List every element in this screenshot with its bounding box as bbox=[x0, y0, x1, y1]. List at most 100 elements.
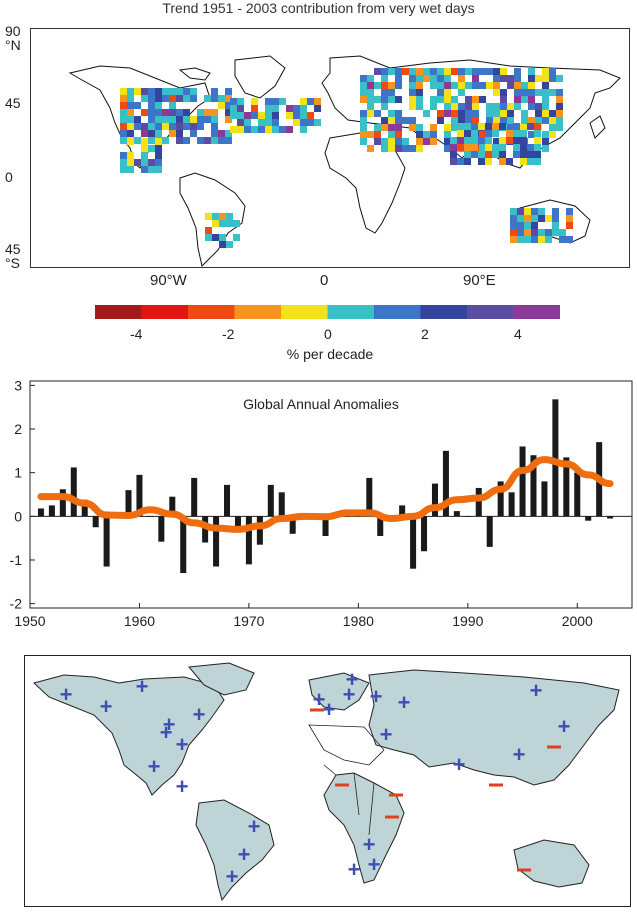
trend-cell bbox=[517, 222, 524, 229]
trend-cell bbox=[465, 110, 472, 117]
trend-cell bbox=[226, 220, 233, 227]
trend-cell bbox=[493, 103, 500, 110]
trend-cell bbox=[444, 131, 451, 138]
anomaly-bar bbox=[191, 477, 198, 517]
trend-cell bbox=[534, 123, 541, 130]
colorbar-tick-4: 4 bbox=[514, 326, 522, 342]
trend-cell bbox=[444, 138, 451, 145]
trend-cell bbox=[388, 82, 395, 89]
trend-cell bbox=[534, 144, 541, 151]
trend-cell bbox=[451, 68, 458, 75]
trend-cell bbox=[531, 208, 538, 215]
trend-cell bbox=[486, 110, 493, 117]
anomaly-bar bbox=[366, 477, 373, 517]
trend-cell bbox=[528, 75, 535, 82]
trend-cell bbox=[517, 229, 524, 236]
trend-cell bbox=[395, 110, 402, 117]
trend-cell bbox=[183, 109, 190, 116]
trend-cell bbox=[444, 96, 451, 103]
trend-cell bbox=[155, 88, 162, 95]
trend-cell bbox=[360, 82, 367, 89]
trend-cell bbox=[549, 124, 556, 131]
colorbar-swatch bbox=[374, 305, 421, 319]
trend-cell bbox=[367, 145, 374, 152]
trend-cell bbox=[120, 159, 127, 166]
trend-cell bbox=[212, 234, 219, 241]
anomaly-bar bbox=[574, 472, 581, 517]
trend-cell bbox=[127, 166, 134, 173]
trend-cell bbox=[237, 119, 244, 126]
trend-cell bbox=[527, 123, 534, 130]
trend-cell bbox=[183, 123, 190, 130]
trend-cell bbox=[465, 117, 472, 124]
colorbar-swatch bbox=[188, 305, 235, 319]
trend-cell bbox=[542, 96, 549, 103]
trend-cell bbox=[272, 126, 279, 133]
lon-label-90e: 90°E bbox=[463, 272, 496, 289]
trend-cell bbox=[127, 130, 134, 137]
trend-cell bbox=[457, 137, 464, 144]
trend-cell bbox=[535, 103, 542, 110]
trend-cell bbox=[183, 137, 190, 144]
trend-cell bbox=[542, 82, 549, 89]
trend-cell bbox=[514, 75, 521, 82]
trend-cell bbox=[307, 112, 314, 119]
trend-cell bbox=[162, 109, 169, 116]
anomaly-bar bbox=[377, 516, 384, 536]
trend-cell bbox=[360, 117, 367, 124]
trend-cell bbox=[493, 68, 500, 75]
trend-cell bbox=[226, 241, 233, 248]
trend-cell bbox=[127, 102, 134, 109]
trend-cell bbox=[472, 68, 479, 75]
trend-cell bbox=[388, 131, 395, 138]
trend-cell bbox=[395, 145, 402, 152]
trend-cell bbox=[148, 95, 155, 102]
trend-cell bbox=[279, 98, 286, 105]
trend-cell bbox=[479, 82, 486, 89]
trend-cell bbox=[510, 208, 517, 215]
trend-cell bbox=[251, 126, 258, 133]
trend-cell bbox=[437, 96, 444, 103]
anomaly-bar bbox=[344, 516, 351, 517]
trend-cell bbox=[464, 158, 471, 165]
trend-cell bbox=[190, 88, 197, 95]
trend-cell bbox=[395, 138, 402, 145]
trend-cell bbox=[534, 130, 541, 137]
anomaly-bar bbox=[70, 467, 77, 517]
trend-cell bbox=[524, 208, 531, 215]
trend-cell bbox=[237, 126, 244, 133]
minus-marker bbox=[389, 793, 403, 797]
trend-cell bbox=[478, 137, 485, 144]
trend-cell bbox=[444, 75, 451, 82]
trend-cell bbox=[155, 116, 162, 123]
global-anomalies-chart: Global Annual Anomalies -2 -1 0 1 2 3 1950 196… bbox=[10, 377, 633, 629]
trend-cell bbox=[205, 227, 212, 234]
minus-marker bbox=[489, 783, 503, 787]
trend-cell bbox=[514, 68, 521, 75]
plus-marker: + bbox=[348, 857, 361, 882]
trend-cell bbox=[197, 116, 204, 123]
trend-cell bbox=[367, 82, 374, 89]
trend-cell bbox=[552, 229, 559, 236]
trend-cell bbox=[388, 89, 395, 96]
trend-cell bbox=[471, 130, 478, 137]
lat-label-0: 0 bbox=[5, 169, 13, 185]
minus-marker bbox=[547, 745, 561, 749]
trend-cell bbox=[409, 145, 416, 152]
chart-title: Global Annual Anomalies bbox=[243, 396, 399, 412]
trend-cell bbox=[190, 130, 197, 137]
trend-cell bbox=[265, 112, 272, 119]
trend-cell bbox=[465, 82, 472, 89]
trend-cell bbox=[499, 151, 506, 158]
trend-cell bbox=[500, 89, 507, 96]
trend-cell bbox=[272, 105, 279, 112]
trend-cell bbox=[492, 144, 499, 151]
trend-cell bbox=[465, 96, 472, 103]
anomaly-bar bbox=[322, 516, 329, 536]
trend-cell bbox=[381, 117, 388, 124]
trend-cell bbox=[134, 116, 141, 123]
trend-cell bbox=[212, 213, 219, 220]
trend-cell bbox=[499, 158, 506, 165]
trend-cell bbox=[500, 75, 507, 82]
trend-cell bbox=[388, 96, 395, 103]
